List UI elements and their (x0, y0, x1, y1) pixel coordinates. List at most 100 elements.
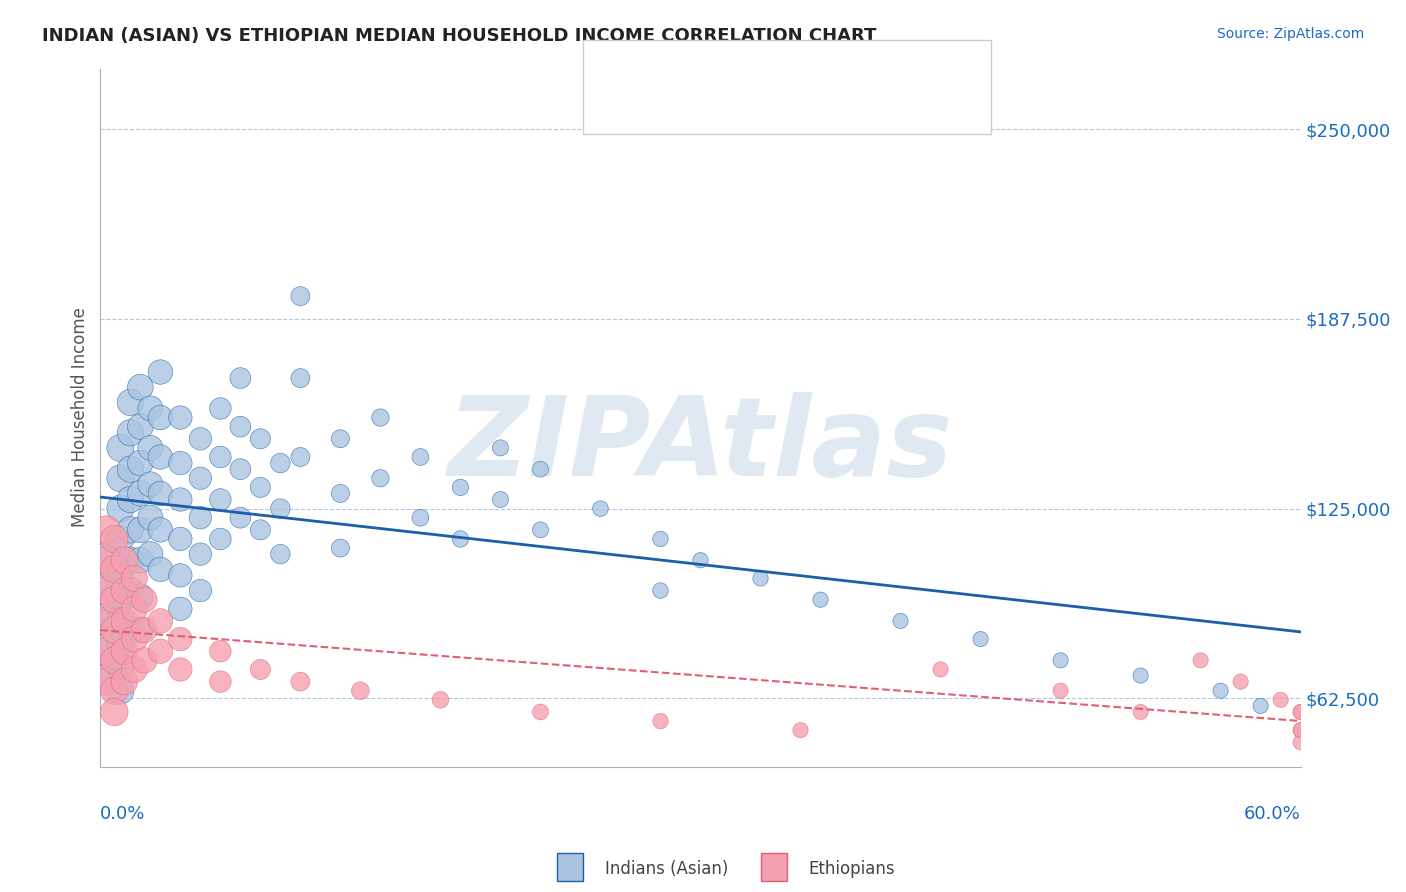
Point (129, 456, 152, 470)
Point (98, 638, 121, 652)
Point (112, 583, 135, 598)
Point (103, 653, 125, 667)
Point (120, 462, 142, 476)
Point (110, 638, 132, 652)
Point (1250, 698, 1272, 713)
Point (112, 674, 135, 689)
Point (103, 623, 125, 637)
Point (409, 510, 432, 524)
Point (589, 501, 612, 516)
Point (1049, 683, 1071, 698)
Point (429, 693, 451, 707)
Point (169, 632, 191, 646)
Point (134, 653, 156, 667)
Point (269, 501, 291, 516)
Point (190, 583, 212, 598)
Point (209, 674, 232, 689)
Point (169, 456, 191, 470)
Point (103, 592, 125, 607)
Point (169, 410, 191, 425)
Text: Source: ZipAtlas.com: Source: ZipAtlas.com (1216, 27, 1364, 41)
Point (139, 441, 162, 455)
Point (139, 477, 162, 491)
Point (229, 419, 252, 434)
Point (249, 432, 271, 446)
Text: INDIAN (ASIAN) VS ETHIOPIAN MEDIAN HOUSEHOLD INCOME CORRELATION CHART: INDIAN (ASIAN) VS ETHIOPIAN MEDIAN HOUSE… (42, 27, 876, 45)
Point (1289, 735, 1312, 749)
Text: Indians (Asian): Indians (Asian) (605, 860, 728, 878)
Point (370, 410, 392, 425)
Point (290, 289, 312, 303)
Text: R = -0.253    N = 108: R = -0.253 N = 108 (650, 62, 844, 79)
Point (529, 523, 551, 537)
Point (209, 492, 232, 507)
Point (489, 441, 512, 455)
Point (529, 705, 551, 719)
Point (169, 492, 191, 507)
Text: ZIPAtlas: ZIPAtlas (447, 392, 953, 499)
Point (110, 471, 132, 485)
Point (229, 462, 252, 476)
Point (98, 547, 121, 561)
Point (110, 562, 132, 576)
Point (120, 583, 142, 598)
Point (110, 441, 132, 455)
Point (1129, 668, 1152, 682)
Point (120, 553, 142, 567)
Point (110, 683, 132, 698)
Point (149, 410, 172, 425)
Point (689, 553, 711, 567)
Point (169, 532, 191, 546)
Text: 60.0%: 60.0% (1244, 805, 1301, 823)
Point (190, 432, 212, 446)
Point (120, 523, 142, 537)
Point (112, 614, 135, 628)
Point (169, 601, 191, 615)
Point (290, 450, 312, 464)
Point (529, 462, 551, 476)
Point (249, 663, 271, 677)
Point (1270, 693, 1292, 707)
Point (789, 723, 811, 738)
Point (124, 601, 146, 615)
Point (129, 380, 152, 394)
Point (329, 432, 352, 446)
Point (103, 562, 125, 576)
Point (149, 562, 172, 576)
Point (134, 623, 156, 637)
Point (124, 571, 146, 585)
Point (149, 365, 172, 379)
Point (209, 450, 232, 464)
Point (409, 450, 432, 464)
Point (249, 480, 271, 494)
Point (98, 607, 121, 622)
Point (103, 532, 125, 546)
Point (98, 668, 121, 682)
Point (349, 683, 371, 698)
Point (169, 663, 191, 677)
Y-axis label: Median Household Income: Median Household Income (72, 308, 89, 527)
Point (1209, 683, 1232, 698)
Point (112, 644, 135, 658)
Point (129, 419, 152, 434)
Text: Ethiopians: Ethiopians (808, 860, 896, 878)
Point (139, 547, 162, 561)
Point (329, 486, 352, 500)
Point (120, 395, 142, 409)
Point (889, 614, 911, 628)
Point (149, 644, 172, 658)
Point (110, 614, 132, 628)
Point (98, 577, 121, 591)
Point (269, 547, 291, 561)
Point (120, 492, 142, 507)
Point (209, 644, 232, 658)
Point (96, 523, 118, 537)
Point (1289, 723, 1312, 738)
Point (229, 510, 252, 524)
Point (650, 714, 672, 728)
Point (749, 571, 772, 585)
Point (810, 592, 832, 607)
Point (190, 547, 212, 561)
Text: R = -0.198    N =  59: R = -0.198 N = 59 (650, 106, 838, 124)
Point (1289, 705, 1312, 719)
